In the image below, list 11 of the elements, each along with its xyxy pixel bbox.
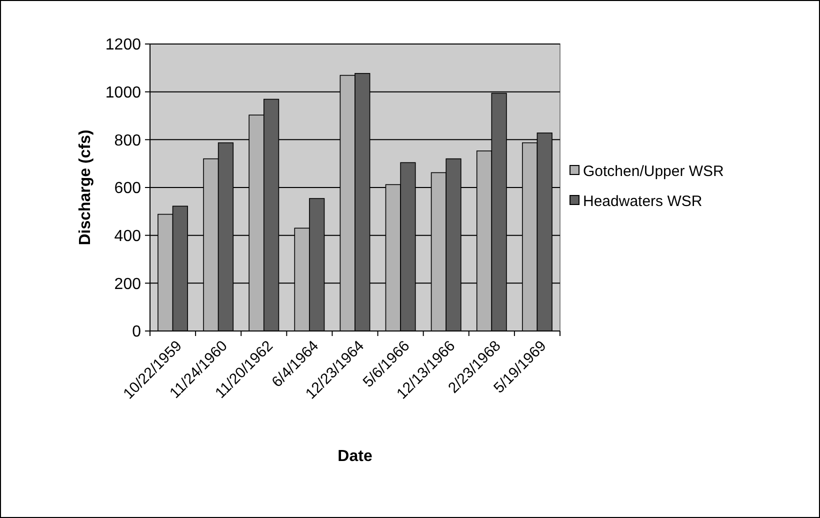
y-tick-label: 800 bbox=[114, 132, 142, 150]
y-tick-label: 200 bbox=[114, 276, 142, 293]
y-tick-label: 400 bbox=[114, 228, 142, 245]
x-axis-title: Date bbox=[338, 448, 372, 465]
y-tick-label: 0 bbox=[132, 324, 142, 341]
y-axis-title: Discharge (cfs) bbox=[77, 130, 94, 246]
y-tick-label: 1200 bbox=[105, 36, 142, 54]
legend-label: Gotchen/Upper WSR bbox=[583, 162, 724, 180]
y-tick-label: 600 bbox=[114, 180, 142, 198]
legend-label: Headwaters WSR bbox=[583, 192, 702, 210]
y-tick-label: 1000 bbox=[105, 84, 142, 102]
